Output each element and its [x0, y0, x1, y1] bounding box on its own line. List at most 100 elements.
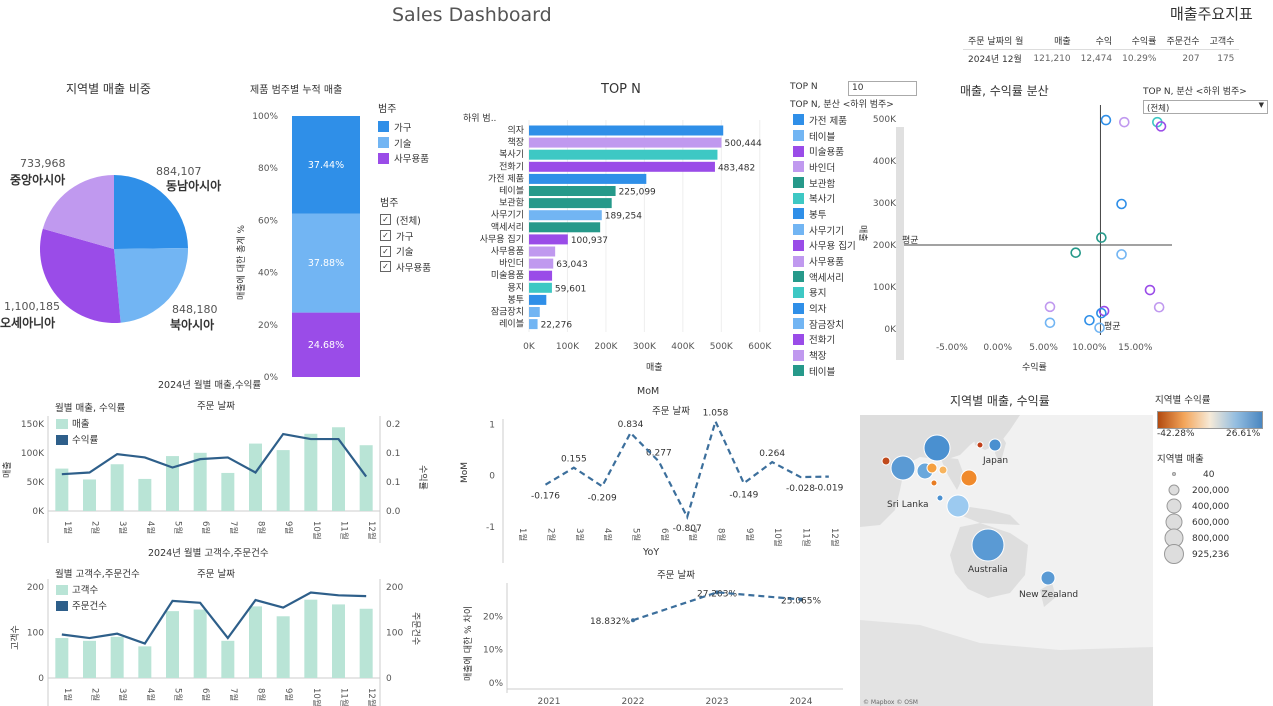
yoy-chart[interactable]: 주문 날짜 매출에 대한 % 차이 20% 10% 0% 18.832% 27.203…	[455, 563, 850, 706]
map-bubble[interactable]	[946, 494, 970, 518]
topn-bar[interactable]	[529, 270, 553, 281]
legend-item[interactable]: 사무용품	[793, 253, 856, 269]
scatter-point[interactable]	[1100, 114, 1112, 126]
bar[interactable]	[193, 452, 207, 511]
topn-category-label[interactable]: 레이블	[499, 319, 524, 330]
topn-category-label[interactable]: 사무용품	[491, 246, 524, 257]
stack-chart[interactable]: 매출에 대한 총계 % 100% 80% 60% 40% 20% 0% 24.68% 37.…	[228, 100, 368, 385]
filter-option[interactable]: ✓ 가구	[380, 228, 431, 244]
mom-chart[interactable]: MoM 주문 날짜 MoM 1 0 -1 -0.176 0.155 -0.209 0.83…	[455, 383, 850, 563]
topn-bar[interactable]	[529, 161, 715, 172]
topn-category-label[interactable]: 전화기	[499, 161, 524, 172]
topn-category-label[interactable]: 용지	[507, 282, 524, 293]
monthly-sales-chart[interactable]: 월별 매출, 수익률 주문 날짜 매출 수익률 매출 수익률 0K 50K 100K…	[0, 390, 440, 560]
bar[interactable]	[249, 443, 262, 511]
legend-label[interactable]: 매출	[72, 419, 90, 430]
map-bubble[interactable]	[988, 438, 1002, 452]
bar[interactable]	[138, 478, 152, 511]
bar[interactable]	[110, 464, 124, 511]
pie-slice[interactable]	[114, 175, 188, 249]
scatter-point[interactable]	[1084, 314, 1095, 326]
map-bubble[interactable]	[926, 462, 938, 474]
topn-category-label[interactable]: 잠금장치	[491, 306, 524, 318]
map-bubble[interactable]	[890, 455, 916, 481]
topn-category-label[interactable]: 액세서리	[491, 221, 524, 233]
region-pie-chart[interactable]: 884,107 동남아시아 848,180 북아시아 1,100,185 오세아…	[0, 95, 240, 365]
legend-item[interactable]: 보관함	[793, 175, 856, 191]
bar[interactable]	[359, 445, 373, 511]
scatter-point[interactable]	[1119, 116, 1130, 128]
legend-item[interactable]: 봉투	[793, 206, 856, 222]
checkbox-checked-icon[interactable]: ✓	[380, 261, 391, 273]
topn-bar[interactable]	[529, 258, 554, 269]
legend-item[interactable]: 테이블	[793, 363, 856, 379]
topn-bar[interactable]	[529, 234, 568, 245]
scatter-point[interactable]	[1116, 249, 1127, 260]
bar[interactable]	[221, 640, 235, 678]
pie-slice[interactable]	[42, 175, 114, 249]
bar[interactable]	[138, 646, 152, 678]
map-bubble[interactable]	[960, 469, 978, 487]
checkbox-checked-icon[interactable]: ✓	[380, 214, 391, 226]
topn-bar[interactable]	[529, 137, 722, 148]
legend-item[interactable]: 가구	[378, 119, 429, 135]
topn-category-label[interactable]: 테이블	[499, 186, 524, 197]
legend-item[interactable]: 사무용품	[378, 150, 429, 166]
scatter-point[interactable]	[1044, 301, 1056, 313]
checkbox-checked-icon[interactable]: ✓	[380, 245, 391, 257]
line-series[interactable]	[632, 591, 802, 622]
legend-item[interactable]: 용지	[793, 285, 856, 301]
legend-label[interactable]: 수익률	[72, 434, 98, 446]
bar[interactable]	[359, 608, 373, 678]
data-point[interactable]	[715, 590, 719, 595]
scatter-point[interactable]	[1144, 284, 1156, 296]
legend-item[interactable]: 사무기기	[793, 222, 856, 238]
monthly-customers-chart[interactable]: 월별 고객수,주문건수 주문 날짜 고객수 주문건수 고객수 주문건수 0 100…	[0, 560, 440, 706]
bar[interactable]	[304, 433, 318, 511]
map-bubble[interactable]	[881, 456, 891, 466]
scatter-point[interactable]	[1094, 322, 1105, 334]
legend-item[interactable]: 사무용 집기	[793, 238, 856, 254]
topn-category-label[interactable]: 의자	[507, 125, 524, 136]
map-bubble[interactable]	[976, 441, 984, 449]
filter-option[interactable]: ✓ 사무용품	[380, 259, 431, 275]
filter-option[interactable]: ✓ 기술	[380, 243, 431, 259]
filter-option[interactable]: ✓ (전체)	[380, 212, 431, 228]
topn-category-label[interactable]: 사무용 집기	[480, 233, 524, 245]
topn-category-label[interactable]: 미술용품	[491, 270, 524, 281]
bar[interactable]	[249, 606, 262, 678]
legend-item[interactable]: 가전 제품	[793, 112, 856, 128]
legend-item[interactable]: 액세서리	[793, 269, 856, 285]
topn-bar[interactable]	[529, 125, 724, 136]
bar[interactable]	[276, 616, 290, 678]
legend-item[interactable]: 잠금장치	[793, 316, 856, 332]
line-series[interactable]	[61, 432, 368, 478]
bar[interactable]	[332, 427, 345, 511]
topn-category-label[interactable]: 가전 제품	[488, 173, 524, 184]
legend-item[interactable]: 책장	[793, 347, 856, 363]
bar[interactable]	[304, 599, 318, 678]
scatter-point[interactable]	[1096, 307, 1107, 319]
topn-param-input[interactable]: 10	[848, 81, 917, 96]
legend-item[interactable]: 의자	[793, 300, 856, 316]
legend-item[interactable]: 복사기	[793, 190, 856, 206]
stack-segment[interactable]	[292, 312, 360, 377]
bar[interactable]	[110, 636, 124, 678]
scatter-point[interactable]	[1044, 317, 1056, 329]
topn-bar[interactable]	[529, 149, 718, 160]
bar[interactable]	[55, 638, 69, 678]
scatter-point[interactable]	[1098, 305, 1110, 317]
topn-bar[interactable]	[529, 246, 556, 257]
pie-slice[interactable]	[114, 248, 188, 323]
topn-bar[interactable]	[529, 294, 547, 305]
bar[interactable]	[276, 450, 290, 511]
map-bubble[interactable]	[971, 528, 1005, 562]
line-series[interactable]	[61, 591, 367, 645]
checkbox-checked-icon[interactable]: ✓	[380, 230, 391, 242]
bar[interactable]	[166, 611, 179, 678]
scatter-chart[interactable]: 500K 400K 300K 200K 100K 0K -5.00% 0.00% 5.00% 1…	[850, 105, 1180, 375]
kpi-value-row[interactable]: 2024년 12월 121,210 12,474 10.29% 207 175	[963, 50, 1239, 68]
scatter-point[interactable]	[1116, 198, 1127, 210]
pie-slice[interactable]	[39, 228, 121, 323]
